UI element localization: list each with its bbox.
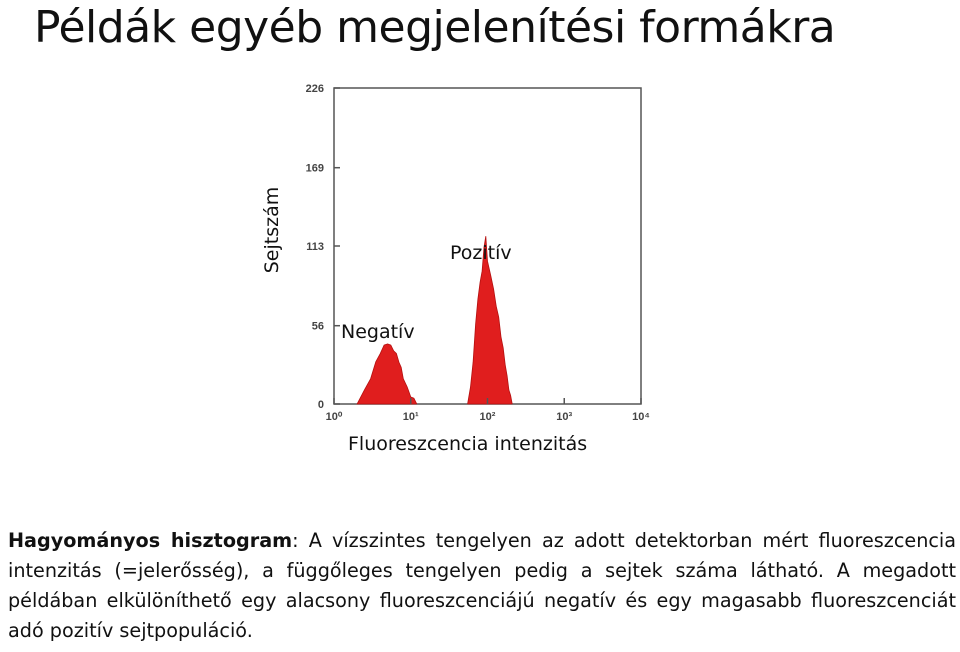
page-title: Példák egyéb megjelenítési formákra (34, 2, 836, 53)
histogram-peak-2 (467, 236, 513, 405)
x-tick-label: 10⁰ (326, 411, 343, 423)
y-tick-label: 113 (306, 241, 324, 253)
x-axis-title: Fluoreszcencia intenzitás (348, 433, 588, 455)
x-tick-label: 10¹ (403, 411, 419, 423)
y-axis-title: Sejtszám (261, 186, 283, 274)
y-tick-label: 56 (312, 321, 324, 333)
negative-label: Negatív (341, 321, 415, 343)
histogram-peak-1 (356, 343, 418, 405)
histogram-chart: 0 56 113 169 226 10⁰ 10¹ 10² 10³ 10⁴ (250, 78, 670, 468)
positive-label: Pozitív (450, 242, 512, 264)
y-axis-title-box: Sejtszám (252, 150, 292, 310)
x-tick-label: 10² (480, 411, 496, 423)
description-paragraph: Hagyományos hisztogram: A vízszintes ten… (8, 526, 956, 646)
x-tick-label: 10³ (556, 411, 572, 423)
x-tick-label: 10⁴ (632, 411, 650, 423)
histogram-svg: 0 56 113 169 226 10⁰ 10¹ 10² 10³ 10⁴ (306, 83, 650, 423)
description-lead: Hagyományos hisztogram (8, 529, 293, 552)
y-tick-label: 226 (306, 83, 324, 95)
y-tick-label: 169 (306, 163, 324, 175)
y-tick-label: 0 (318, 399, 324, 411)
description-text: : A vízszintes tengelyen az adott detekt… (8, 529, 957, 642)
